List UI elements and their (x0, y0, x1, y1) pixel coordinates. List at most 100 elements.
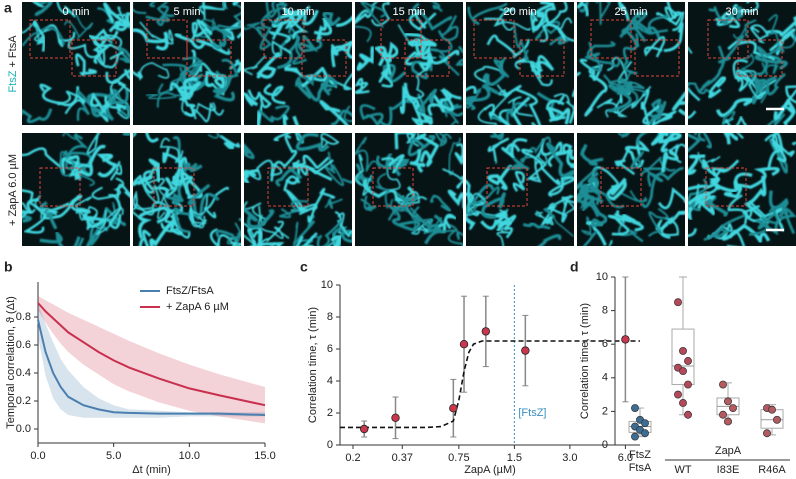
filament (336, 15, 352, 27)
micrograph (466, 2, 574, 125)
filament (477, 107, 498, 125)
x-tick-label: 6.0 (618, 452, 633, 464)
y-tick-label: 0 (602, 439, 608, 451)
filament (103, 2, 130, 28)
filament (175, 156, 188, 185)
filament (429, 194, 452, 212)
filament (244, 55, 266, 76)
filament (466, 192, 475, 205)
micrograph (688, 2, 796, 125)
row-label-part: + FtsA (7, 35, 19, 68)
filament (754, 72, 786, 96)
filament (755, 46, 785, 76)
point (724, 397, 732, 406)
filament (298, 159, 334, 176)
y-tick-label: 6 (602, 338, 608, 350)
filament (244, 168, 259, 185)
filament (343, 105, 352, 123)
filament (295, 74, 323, 87)
filament (486, 34, 530, 59)
filament (105, 68, 130, 84)
group-label: ZapA (715, 445, 742, 457)
filament (228, 59, 241, 74)
filament (116, 183, 130, 199)
x-tick-label: 0.2 (345, 452, 360, 464)
filament (95, 207, 124, 236)
point (459, 340, 469, 349)
filament (607, 214, 633, 236)
filament (697, 152, 721, 171)
filament (99, 81, 130, 115)
filament (466, 205, 479, 230)
x-tick-label: 0.75 (448, 452, 469, 464)
filament (82, 212, 108, 228)
filament (521, 148, 561, 186)
filament (203, 2, 241, 30)
point (641, 419, 649, 428)
filament (577, 2, 589, 17)
y-tick-label: 0.4 (16, 367, 31, 379)
time-label: 5 min (174, 6, 201, 18)
filament (490, 133, 505, 141)
micrograph-content (688, 2, 796, 125)
filament (187, 183, 220, 220)
roi-box (71, 39, 117, 77)
filament (723, 133, 739, 145)
filament (579, 58, 604, 81)
filament (688, 133, 702, 153)
filament (406, 63, 431, 101)
point (684, 380, 692, 389)
filament (408, 11, 437, 31)
filament (410, 99, 430, 125)
roi-box (590, 19, 632, 59)
filament (531, 2, 555, 32)
filament (732, 2, 759, 13)
filament (222, 2, 228, 10)
filament (419, 134, 439, 167)
roi-box (146, 19, 188, 59)
micrograph-content (22, 133, 130, 246)
filament (530, 55, 555, 82)
filament (198, 2, 225, 20)
filament (490, 102, 528, 125)
filament (244, 92, 259, 107)
filament (142, 170, 177, 198)
filament (162, 59, 203, 77)
micrograph-content (22, 2, 130, 125)
filament (110, 160, 123, 181)
filament (133, 190, 153, 220)
filament (431, 2, 443, 13)
filament (359, 104, 384, 125)
filament (133, 174, 156, 194)
filament (370, 2, 391, 27)
roi-box (473, 19, 515, 59)
filament (751, 78, 767, 105)
filament (640, 156, 676, 177)
filament (496, 225, 511, 246)
filament (59, 151, 95, 187)
filament (584, 73, 608, 117)
filament (466, 83, 499, 102)
y-tick-label: 2 (327, 407, 333, 419)
time-label: 15 min (392, 6, 425, 18)
filament (145, 133, 160, 143)
filament (139, 21, 174, 45)
time-label: 30 min (725, 6, 758, 18)
filament (409, 205, 433, 228)
filament (736, 133, 744, 139)
filament (172, 136, 191, 172)
filament (546, 142, 574, 185)
filament (708, 76, 727, 99)
y-tick-label: 4 (602, 372, 608, 384)
filament (553, 93, 574, 109)
micrograph-content (355, 133, 463, 246)
filament (204, 70, 226, 90)
filament (139, 62, 170, 81)
filament (583, 231, 598, 246)
filament (545, 99, 566, 123)
y-tick-label: 2 (602, 405, 608, 417)
filament (534, 210, 554, 226)
filament (56, 2, 77, 18)
row-label-part: FtsZ (7, 70, 19, 92)
filament (324, 197, 343, 210)
